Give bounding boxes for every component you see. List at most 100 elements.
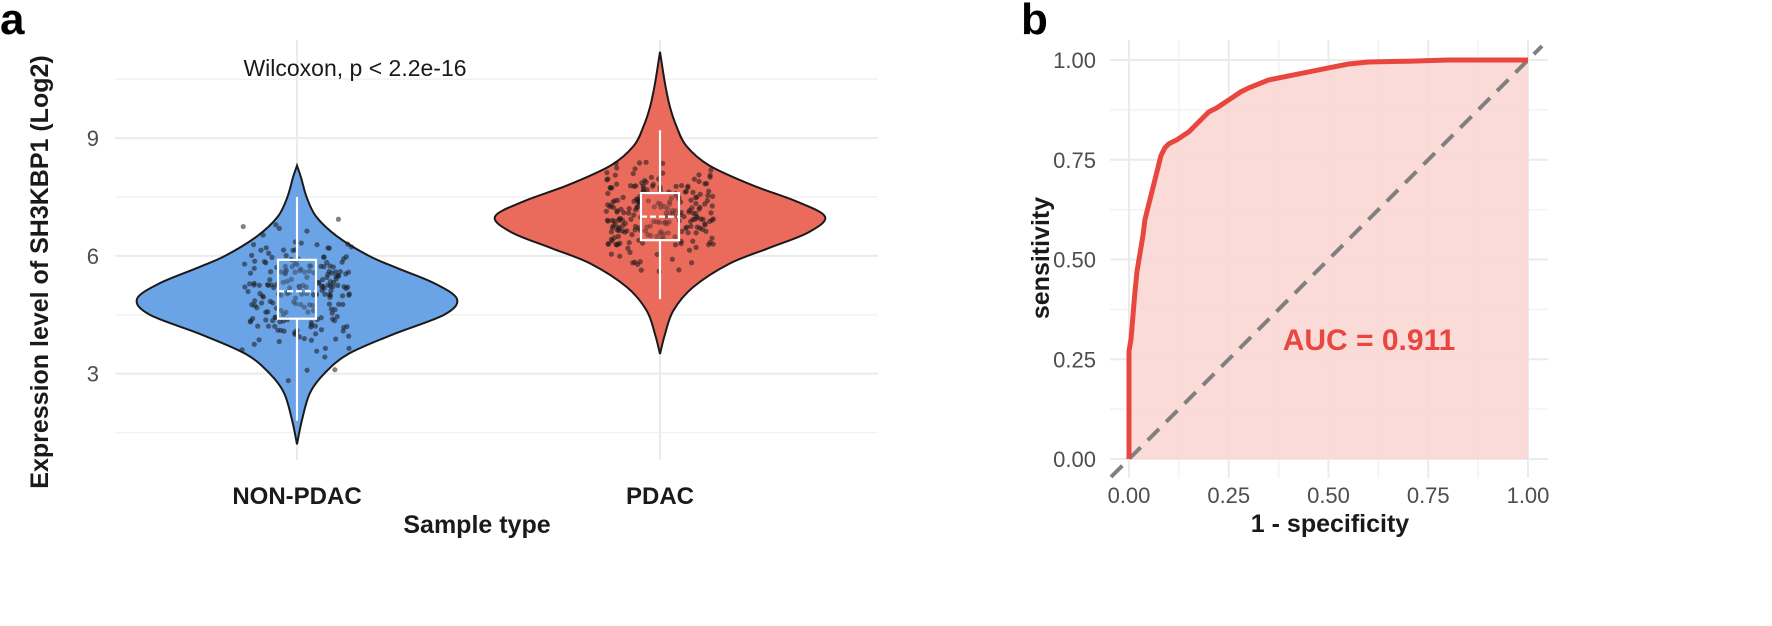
data-point (706, 242, 712, 248)
data-point (313, 331, 319, 337)
data-point (314, 348, 320, 354)
data-point (639, 240, 646, 246)
x-tick-label: 0.50 (1307, 483, 1350, 508)
data-point (688, 197, 694, 203)
data-point (620, 194, 626, 200)
data-point (308, 337, 315, 343)
data-point (630, 170, 636, 177)
data-point (263, 245, 269, 251)
data-point (329, 310, 335, 316)
data-point (265, 309, 271, 315)
data-point (629, 232, 635, 238)
data-point (296, 284, 302, 290)
data-point (298, 266, 304, 272)
data-point (259, 300, 265, 306)
data-point (615, 227, 622, 234)
data-point (621, 210, 627, 216)
data-point (608, 251, 614, 257)
data-point (663, 210, 669, 216)
wilcoxon-annotation: Wilcoxon, p < 2.2e-16 (243, 55, 466, 81)
data-point (284, 278, 290, 284)
data-point (708, 167, 714, 173)
data-point (643, 179, 649, 185)
data-point (610, 199, 616, 205)
data-point (626, 206, 632, 212)
data-point (256, 337, 262, 343)
data-point (240, 223, 246, 230)
y-tick-label: 9 (87, 126, 99, 151)
data-point (292, 269, 298, 275)
data-point (613, 160, 619, 167)
data-point (336, 273, 342, 279)
data-point (332, 367, 338, 373)
data-point (668, 195, 675, 201)
data-point (294, 261, 300, 268)
roc-panel: b 0.000.250.500.751.00 0.00 0.25 0.50 0.75 1… (1021, 0, 1549, 538)
data-point (614, 209, 620, 215)
data-point (612, 221, 618, 227)
data-point (710, 241, 716, 247)
data-point (614, 165, 620, 171)
data-point (667, 210, 673, 216)
data-point (339, 293, 346, 299)
data-point (696, 206, 702, 212)
data-point (690, 238, 696, 244)
data-point (632, 227, 638, 233)
data-point (673, 183, 679, 189)
data-point (272, 323, 278, 330)
data-point (239, 347, 245, 353)
data-point (678, 182, 685, 189)
data-point (276, 225, 282, 231)
data-point (703, 180, 710, 187)
roc-x-tick-labels: 0.00 0.25 0.50 0.75 1.00 (1108, 483, 1550, 508)
data-point (330, 316, 336, 322)
data-point (343, 254, 349, 260)
data-point (290, 247, 296, 253)
data-point (622, 220, 628, 227)
data-point (627, 183, 634, 189)
data-point (643, 159, 649, 165)
data-point (298, 301, 304, 308)
x-tick-label: NON-PDAC (232, 483, 361, 510)
data-point (306, 302, 313, 308)
data-point (605, 241, 611, 247)
data-point (640, 185, 647, 192)
data-point (247, 281, 253, 287)
data-point (343, 285, 349, 292)
data-point (346, 292, 352, 298)
data-point (345, 241, 351, 247)
data-point (273, 222, 279, 228)
data-point (278, 269, 284, 275)
y-tick-label: 0.00 (1053, 447, 1096, 472)
data-point (280, 279, 286, 285)
data-point (693, 200, 699, 207)
data-point (306, 268, 312, 274)
data-point (683, 225, 689, 231)
data-point (689, 260, 695, 266)
data-point (678, 241, 684, 247)
x-tick-label: 0.25 (1207, 483, 1250, 508)
data-point (298, 240, 304, 246)
data-point (706, 218, 713, 225)
violin-y-axis-title: Expression level of SH3KBP1 (Log2) (26, 55, 54, 488)
data-point (348, 244, 355, 250)
data-point (327, 294, 333, 300)
roc-curve (1126, 57, 1528, 459)
data-point (241, 261, 248, 267)
data-point (292, 295, 299, 301)
data-point (252, 298, 258, 304)
data-point (280, 311, 287, 318)
data-point (251, 341, 257, 347)
data-point (686, 247, 693, 253)
violin-x-tick-labels: NON-PDAC PDAC (232, 483, 694, 510)
data-point (697, 225, 703, 231)
panel-letter-a: a (0, 0, 25, 44)
data-point (340, 301, 346, 308)
data-point (336, 301, 342, 307)
data-point (251, 282, 257, 288)
data-point (331, 279, 337, 286)
roc-x-axis-title: 1 - specificity (1251, 510, 1409, 538)
data-point (660, 160, 666, 166)
data-point (613, 241, 619, 248)
